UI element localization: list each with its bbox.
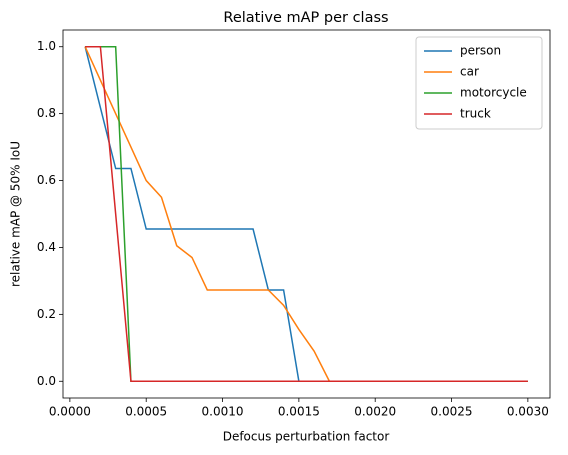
- x-tick-label: 0.0000: [49, 405, 91, 419]
- y-tick-label: 1.0: [37, 39, 56, 53]
- legend-label: person: [460, 44, 501, 58]
- legend-label: car: [460, 65, 479, 79]
- x-tick-label: 0.0020: [354, 405, 396, 419]
- series-line: [84, 46, 528, 383]
- plot-frame: [62, 29, 551, 399]
- x-tick-label: 0.0015: [278, 405, 320, 419]
- x-axis-label: Defocus perturbation factor: [223, 430, 390, 444]
- y-tick-label: 0.4: [37, 240, 56, 254]
- y-tick-label: 0.8: [37, 106, 56, 120]
- legend-label: truck: [460, 107, 491, 121]
- series-line: [85, 45, 528, 383]
- y-tick-label: 0.2: [37, 307, 56, 321]
- x-tick-label: 0.0030: [507, 405, 549, 419]
- x-tick-label: 0.0005: [125, 405, 167, 419]
- y-tick-label: 0.0: [37, 374, 56, 388]
- legend-label: motorcycle: [460, 86, 527, 100]
- chart-title: Relative mAP per class: [223, 10, 388, 26]
- legend-box: [415, 36, 543, 130]
- x-tick-label: 0.0010: [202, 405, 244, 419]
- y-axis-label: relative mAP @ 50% IoU: [9, 141, 23, 287]
- y-tick-label: 0.6: [37, 173, 56, 187]
- x-tick-label: 0.0025: [431, 405, 473, 419]
